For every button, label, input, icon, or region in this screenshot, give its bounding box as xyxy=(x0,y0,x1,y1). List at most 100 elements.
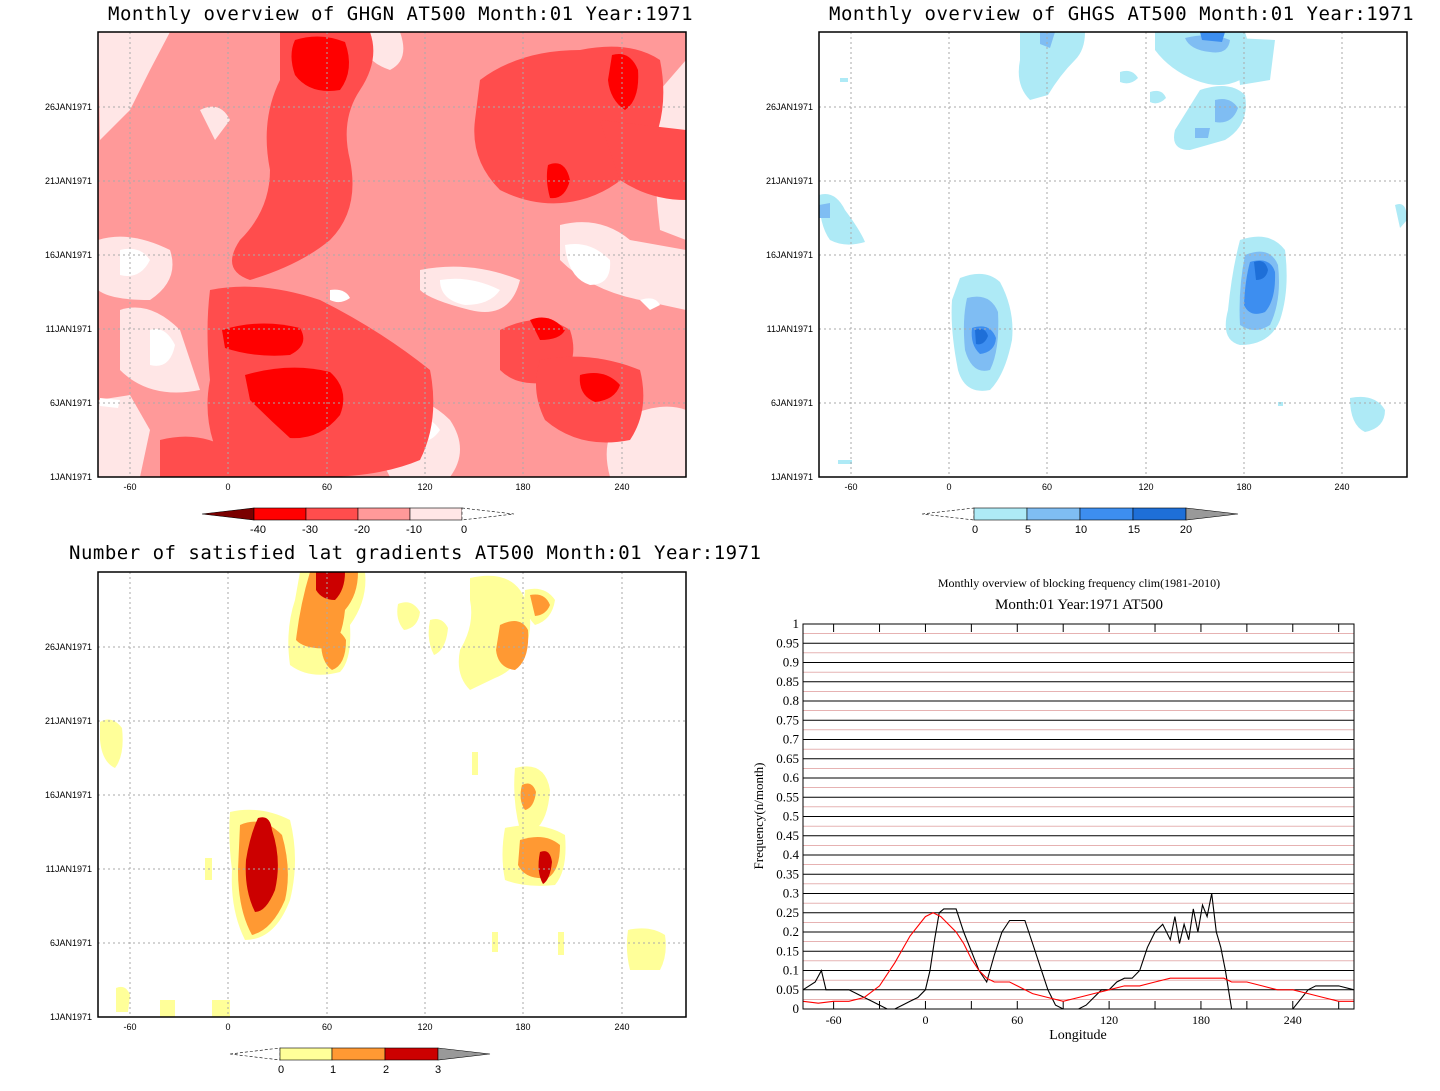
freq-xticks: -60 0 60 120 180 240 xyxy=(826,624,1340,1027)
freq-ytick-label: 0.55 xyxy=(776,789,799,804)
freq-ytick-label: 0.7 xyxy=(783,732,800,747)
grad-cbar-swatch xyxy=(384,1047,439,1061)
ghgn-xtick: 180 xyxy=(515,482,530,492)
freq-frame xyxy=(802,623,1355,1010)
ghgn-cbar-label: -20 xyxy=(354,524,370,536)
ghgn-xtick: 60 xyxy=(322,482,332,492)
freq-series-red-line xyxy=(802,912,1354,1004)
freq-ytick-label: 0.3 xyxy=(783,886,799,901)
ghgs-xtick: 180 xyxy=(1236,482,1251,492)
freq-ytick-label: 0.95 xyxy=(776,635,799,650)
ghgs-yticks: 1JAN1971 6JAN1971 11JAN1971 16JAN1971 21… xyxy=(766,102,813,482)
freq-ytick-label: 0.1 xyxy=(783,963,799,978)
ghgs-xtick: 0 xyxy=(946,482,951,492)
grad-xticks: -60 0 60 120 180 240 xyxy=(123,1022,629,1032)
ghgn-xtick: 120 xyxy=(417,482,432,492)
ghgs-xtick: 240 xyxy=(1334,482,1349,492)
ghgn-cbar-swatch xyxy=(201,507,255,521)
ghgs-cbar-swatch xyxy=(1132,507,1187,521)
freq-xtick-label: -60 xyxy=(826,1013,842,1027)
ghgs-xticks: -60 0 60 120 180 240 xyxy=(844,482,1349,492)
freq-ytick-label: 0.45 xyxy=(776,828,799,843)
ghgn-xticks: -60 0 60 120 180 240 xyxy=(123,482,629,492)
grad-cbar-swatch xyxy=(279,1047,333,1061)
grad-field xyxy=(98,572,686,1017)
freq-xtick-label: 180 xyxy=(1192,1013,1210,1027)
ghgn-cbar-swatch xyxy=(461,507,515,521)
grad-cbar-label: 2 xyxy=(383,1064,389,1076)
ghgs-title: Monthly overview of GHGS AT500 Month:01 … xyxy=(829,3,1415,25)
freq-xlabel: Longitude xyxy=(1049,1028,1107,1043)
grad-xtick: -60 xyxy=(123,1022,136,1032)
freq-ylabel: Frequency(n/month) xyxy=(751,763,766,870)
ghgs-ytick: 6JAN1971 xyxy=(771,398,813,408)
ghgn-frame xyxy=(97,31,687,478)
freq-ytick-label: 0.85 xyxy=(776,674,799,689)
grad-xtick: 120 xyxy=(417,1022,432,1032)
ghgn-yticks: 1JAN1971 6JAN1971 11JAN1971 16JAN1971 21… xyxy=(45,102,92,482)
ghgn-ytick: 6JAN1971 xyxy=(50,398,92,408)
ghgs-ytick: 26JAN1971 xyxy=(766,102,813,112)
ghgn-grid xyxy=(98,32,686,477)
ghgs-cbar-label: 0 xyxy=(972,524,978,536)
ghgs-cbar-label: 5 xyxy=(1025,524,1031,536)
freq-ytick-label: 0.2 xyxy=(783,924,799,939)
grad-xtick: 240 xyxy=(614,1022,629,1032)
freq-subtitle: Month:01 Year:1971 AT500 xyxy=(995,597,1163,613)
ghgn-ytick: 16JAN1971 xyxy=(45,250,92,260)
grad-cbar-swatch xyxy=(331,1047,386,1061)
grad-colorbar: 0 1 2 3 xyxy=(229,1047,491,1076)
ghgn-ytick: 11JAN1971 xyxy=(46,324,92,334)
grad-title: Number of satisfied lat gradients AT500 … xyxy=(69,542,762,564)
grad-yticks: 1JAN1971 6JAN1971 11JAN1971 16JAN1971 21… xyxy=(45,642,92,1022)
freq-ytick-label: 0.8 xyxy=(783,693,799,708)
ghgn-panel: 1JAN1971 6JAN1971 11JAN1971 16JAN1971 21… xyxy=(45,31,687,536)
grad-ytick: 21JAN1971 xyxy=(45,716,92,726)
grad-xtick: 0 xyxy=(225,1022,230,1032)
ghgs-colorbar: 0 5 10 15 20 xyxy=(921,507,1239,536)
grad-frame xyxy=(97,571,687,1018)
ghgs-cbar-swatch xyxy=(921,507,975,521)
ghgs-ytick: 16JAN1971 xyxy=(766,250,813,260)
ghgs-field xyxy=(819,32,1407,477)
grad-cbar-swatch xyxy=(437,1047,491,1061)
ghgs-ytick: 21JAN1971 xyxy=(766,176,813,186)
freq-ytick-label: 0.35 xyxy=(776,866,799,881)
grad-xtick: 180 xyxy=(515,1022,530,1032)
ghgs-frame xyxy=(818,31,1408,478)
grad-xtick: 60 xyxy=(322,1022,332,1032)
freq-xtick-label: 120 xyxy=(1100,1013,1118,1027)
grad-cbar-label: 1 xyxy=(330,1064,336,1076)
ghgn-colorbar: -40 -30 -20 -10 0 xyxy=(201,507,515,536)
ghgn-cbar-swatch xyxy=(409,507,463,521)
freq-gridlines xyxy=(803,623,1354,1010)
ghgn-ytick: 21JAN1971 xyxy=(45,176,92,186)
grad-panel: 1JAN1971 6JAN1971 11JAN1971 16JAN1971 21… xyxy=(45,571,687,1076)
grad-level3-regions xyxy=(245,572,552,912)
ghgs-ytick: 11JAN1971 xyxy=(767,324,813,334)
ghgs-cbar-label: 15 xyxy=(1128,524,1140,536)
ghgn-cbar-swatch xyxy=(357,507,411,521)
grad-cbar-swatch xyxy=(229,1047,281,1061)
freq-xtick-label: 240 xyxy=(1284,1013,1302,1027)
grad-ytick: 11JAN1971 xyxy=(46,864,92,874)
freq-xtick-label: 60 xyxy=(1011,1013,1023,1027)
freq-ytick-label: 0.6 xyxy=(783,770,800,785)
grad-cbar-label: 0 xyxy=(278,1064,284,1076)
freq-panel: 0 0.05 0.1 0.15 0.2 0.25 0.3 0.35 0.4 0.45 0.5 0.55… xyxy=(751,616,1355,1043)
ghgs-cbar-swatch xyxy=(973,507,1028,521)
ghgn-ytick: 1JAN1971 xyxy=(50,472,92,482)
ghgn-xtick: 240 xyxy=(614,482,629,492)
ghgn-xtick: -60 xyxy=(123,482,136,492)
ghgn-cbar-label: -40 xyxy=(250,524,266,536)
grad-ytick: 16JAN1971 xyxy=(45,790,92,800)
ghgs-grid xyxy=(819,32,1407,477)
grad-cbar-label: 3 xyxy=(435,1064,441,1076)
ghgn-xtick: 0 xyxy=(225,482,230,492)
ghgs-xtick: -60 xyxy=(844,482,857,492)
ghgs-cbar-label: 10 xyxy=(1075,524,1087,536)
freq-title: Monthly overview of blocking frequency c… xyxy=(937,576,1221,590)
ghgn-cbar-label: 0 xyxy=(461,524,467,536)
ghgn-cbar-label: -30 xyxy=(302,524,318,536)
